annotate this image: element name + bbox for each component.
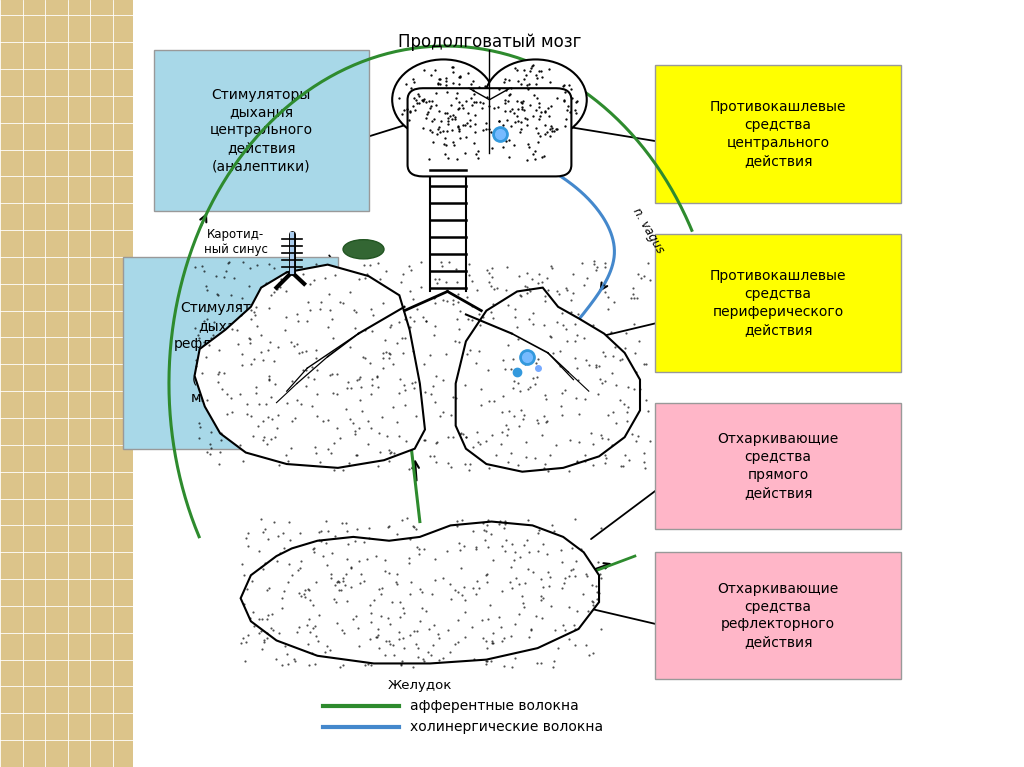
Ellipse shape <box>484 60 587 140</box>
FancyBboxPatch shape <box>154 50 369 211</box>
Text: афферентные волокна: афферентные волокна <box>410 700 579 713</box>
FancyBboxPatch shape <box>0 0 133 767</box>
Text: Отхаркивающие
средства
рефлекторного
действия: Отхаркивающие средства рефлекторного дей… <box>718 581 839 650</box>
Text: холинергические волокна: холинергические волокна <box>410 720 603 734</box>
FancyBboxPatch shape <box>408 88 571 176</box>
Text: Противокашлевые
средства
центрального
действия: Противокашлевые средства центрального де… <box>710 100 847 168</box>
Polygon shape <box>241 522 599 663</box>
Text: Отхаркивающие
средства
прямого
действия: Отхаркивающие средства прямого действия <box>718 432 839 500</box>
FancyBboxPatch shape <box>655 234 901 372</box>
FancyBboxPatch shape <box>655 403 901 529</box>
Ellipse shape <box>343 239 384 258</box>
Polygon shape <box>456 288 640 472</box>
Text: Продолговатый мозг: Продолговатый мозг <box>397 33 582 51</box>
Ellipse shape <box>392 60 495 140</box>
Polygon shape <box>195 265 425 468</box>
FancyBboxPatch shape <box>655 65 901 203</box>
Text: Противокашлевые
средства
периферического
действия: Противокашлевые средства периферического… <box>710 269 847 337</box>
Text: Стимуляторы
дыхания
рефлекторного
действия
(н-холино-
миметики): Стимуляторы дыхания рефлекторного действ… <box>173 301 288 404</box>
Text: Каротид-
ный синус: Каротид- ный синус <box>204 228 267 255</box>
FancyBboxPatch shape <box>655 552 901 679</box>
Text: Стимуляторы
дыхания
центрального
действия
(аналептики): Стимуляторы дыхания центрального действи… <box>210 87 312 173</box>
Text: Желудок: Желудок <box>388 679 452 692</box>
FancyBboxPatch shape <box>123 257 338 449</box>
Text: n. vagus: n. vagus <box>630 205 667 255</box>
